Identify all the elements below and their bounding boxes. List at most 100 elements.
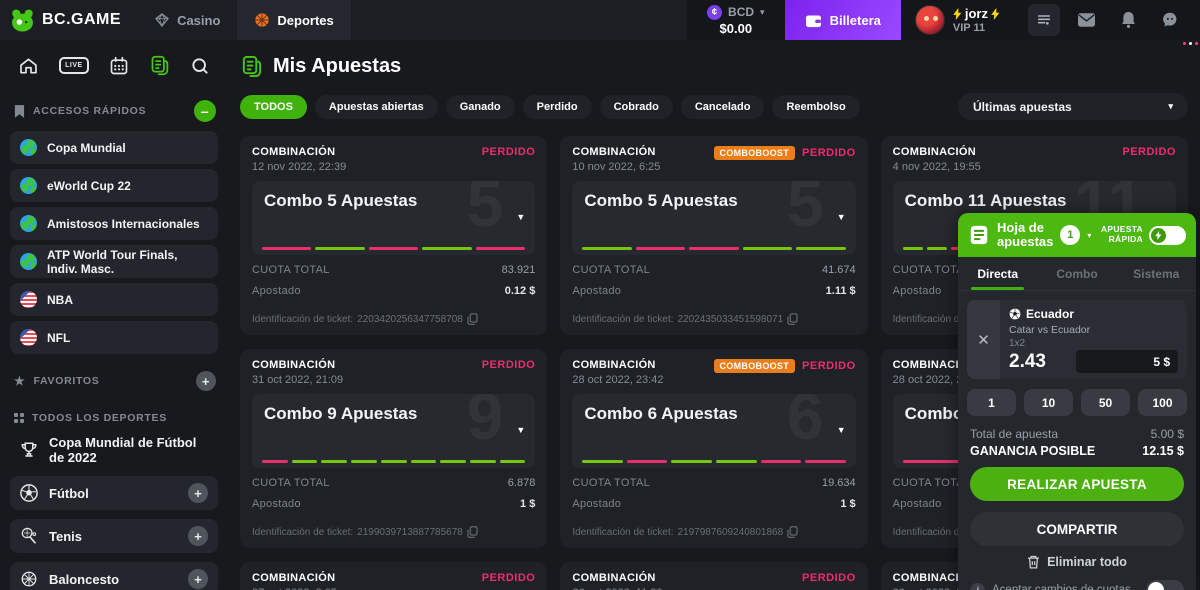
my-bets-icon[interactable]: [149, 55, 170, 76]
filter-todos[interactable]: TODOS: [240, 94, 307, 119]
copy-icon[interactable]: [787, 313, 798, 325]
home-icon[interactable]: [18, 56, 39, 76]
support-chat-icon[interactable]: [1154, 4, 1186, 36]
diamond-icon: [154, 12, 170, 28]
info-icon[interactable]: i: [970, 582, 985, 590]
copy-icon[interactable]: [467, 313, 478, 325]
betslip-header[interactable]: Hoja de apuestas 1 ▾ APUESTA RÁPIDA: [958, 213, 1196, 257]
betslip-count-badge[interactable]: 1: [1060, 225, 1081, 245]
nav-deportes[interactable]: Deportes: [237, 0, 351, 40]
combo-summary[interactable]: Combo 5 Apuestas 5 ▼: [252, 181, 536, 255]
filter-apuestas-abiertas[interactable]: Apuestas abiertas: [314, 94, 438, 119]
filter-cobrado[interactable]: Cobrado: [599, 94, 673, 119]
bell-icon[interactable]: [1112, 4, 1144, 36]
place-bet-button[interactable]: REALIZAR APUESTA: [970, 467, 1184, 501]
brand-text: BC.GAME: [42, 11, 122, 28]
sidebar-sport-copa-mundial-de-futbol-de-2022[interactable]: Copa Mundial de Fútbol de 2022: [10, 433, 218, 467]
quick-stake-1[interactable]: 1: [967, 389, 1016, 416]
sidebar-item-amistosos-internacionales[interactable]: Amistosos Internacionales: [10, 207, 218, 240]
sidebar-item-eworld-cup-22[interactable]: eWorld Cup 22: [10, 169, 218, 202]
avatar: [914, 5, 945, 35]
currency-selector[interactable]: ¢ BCD ▾ $0.00: [687, 0, 785, 40]
leg-lost-segment: [368, 247, 419, 250]
betslip-tab-sistema[interactable]: Sistema: [1117, 257, 1196, 290]
collapse-quick-access-button[interactable]: –: [194, 100, 216, 122]
sidebar-item-nfl[interactable]: NFL: [10, 321, 218, 354]
calendar-icon[interactable]: [109, 56, 129, 76]
add-favorite-button[interactable]: +: [196, 371, 216, 391]
bet-card-meta: COMBINACIÓN 10 nov 2022, 6:25: [572, 146, 660, 173]
total-odds-row: CUOTA TOTAL: [893, 477, 1176, 489]
quick-stake-50[interactable]: 50: [1081, 389, 1130, 416]
bet-card[interactable]: COMBINACIÓN 26 oct 2022, 11:39 PERDIDO: [560, 562, 868, 590]
leg-lost-segment: [805, 460, 846, 463]
status-badge: PERDIDO: [1122, 146, 1176, 158]
status-badge: PERDIDO: [802, 360, 856, 372]
bet-card[interactable]: COMBINACIÓN 10 nov 2022, 6:25 COMBOBOOST PE…: [560, 136, 868, 335]
remove-selection-button[interactable]: ✕: [967, 300, 1000, 379]
brand-dots: [1183, 42, 1198, 45]
combo-summary[interactable]: Combo 9 Apuestas 9 ▼: [252, 394, 536, 468]
filter-perdido[interactable]: Perdido: [522, 94, 592, 119]
chevron-down-icon[interactable]: ▾: [1087, 230, 1092, 240]
bc-game-logo[interactable]: BC.GAME: [0, 0, 1198, 45]
total-odds-row: CUOTA TOTAL 6.878: [252, 477, 535, 489]
bet-list-icon[interactable]: [1028, 4, 1060, 36]
bet-type: COMBINACIÓN: [892, 359, 977, 371]
expand-combo-icon[interactable]: ▼: [516, 212, 526, 223]
quick-stake-10[interactable]: 10: [1024, 389, 1073, 416]
expand-sport-button[interactable]: +: [188, 569, 208, 589]
share-button[interactable]: COMPARTIR: [970, 512, 1184, 546]
quick-access-header: ACCESOS RÁPIDOS –: [0, 88, 228, 131]
ticket-id-row: Identificación de ticket: 220243503345159…: [572, 313, 798, 325]
live-icon[interactable]: LIVE: [59, 57, 89, 74]
sidebar-sport-tenis[interactable]: Tenis +: [10, 519, 218, 553]
sidebar-item-nba[interactable]: NBA: [10, 283, 218, 316]
expand-sport-button[interactable]: +: [188, 483, 208, 503]
sidebar-nav-icons: LIVE: [0, 40, 228, 88]
copy-icon[interactable]: [467, 526, 478, 538]
rabbit-logo-icon: [10, 8, 35, 33]
betslip-tab-combo[interactable]: Combo: [1037, 257, 1116, 290]
total-odds-label: CUOTA TOTAL: [252, 264, 330, 276]
user-menu[interactable]: jorz VIP 11: [901, 0, 1014, 40]
accept-odds-toggle[interactable]: [1146, 580, 1184, 590]
copy-icon[interactable]: [787, 526, 798, 538]
filter-reembolso[interactable]: Reembolso: [772, 94, 860, 119]
sidebar-sport-futbol[interactable]: Fútbol +: [10, 476, 218, 510]
expand-sport-button[interactable]: +: [188, 526, 208, 546]
ticket-id-label: Identificación de ticket:: [892, 526, 994, 538]
bet-card[interactable]: COMBINACIÓN 31 oct 2022, 21:09 PERDIDO Comb…: [240, 349, 548, 548]
wallet-button[interactable]: Billetera: [784, 0, 901, 40]
combo-summary[interactable]: Combo 6 Apuestas 6 ▼: [572, 394, 856, 468]
ticket-id-label: Identificación de ticket:: [892, 313, 994, 325]
bet-badges: PERDIDO: [482, 359, 536, 371]
search-icon[interactable]: [190, 56, 210, 76]
filter-ganado[interactable]: Ganado: [445, 94, 515, 119]
sort-dropdown[interactable]: Últimas apuestas ▾: [958, 93, 1188, 120]
us-flag-icon: [20, 291, 37, 308]
expand-combo-icon[interactable]: ▼: [836, 212, 846, 223]
betslip-tab-directa[interactable]: Directa: [958, 257, 1037, 290]
combo-summary[interactable]: Combo 5 Apuestas 5 ▼: [572, 181, 856, 255]
bet-card[interactable]: COMBINACIÓN 12 nov 2022, 22:39 PERDIDO Comb…: [240, 136, 548, 335]
bet-date: 28 oct 2022, 2: [892, 374, 963, 386]
sidebar-item-atp-world-tour-finals-indiv-masc-[interactable]: ATP World Tour Finals, Indiv. Masc.: [10, 245, 218, 278]
clear-all-button[interactable]: Eliminar todo: [958, 555, 1196, 569]
expand-combo-icon[interactable]: ▼: [836, 425, 846, 436]
filter-cancelado[interactable]: Cancelado: [680, 94, 765, 119]
sidebar-sport-baloncesto[interactable]: Baloncesto +: [10, 562, 218, 590]
stake-input[interactable]: 5 $: [1076, 350, 1178, 373]
mail-icon[interactable]: [1070, 4, 1102, 36]
bet-card[interactable]: COMBINACIÓN 27 oct 2022, 2:25 PERDIDO: [240, 562, 548, 590]
quick-stake-100[interactable]: 100: [1138, 389, 1187, 416]
staked-value: 1 $: [840, 498, 856, 510]
bet-card[interactable]: COMBINACIÓN 28 oct 2022, 23:42 COMBOBOOST P…: [560, 349, 868, 548]
nav-casino[interactable]: Casino: [137, 0, 237, 40]
quick-access-label: ACCESOS RÁPIDOS: [33, 105, 147, 117]
sidebar-item-copa-mundial[interactable]: Copa Mundial: [10, 131, 218, 164]
sort-value: Últimas apuestas: [973, 99, 1072, 114]
expand-combo-icon[interactable]: ▼: [516, 425, 526, 436]
leg-won-segment: [351, 460, 377, 463]
quick-bet-toggle[interactable]: [1149, 225, 1186, 245]
